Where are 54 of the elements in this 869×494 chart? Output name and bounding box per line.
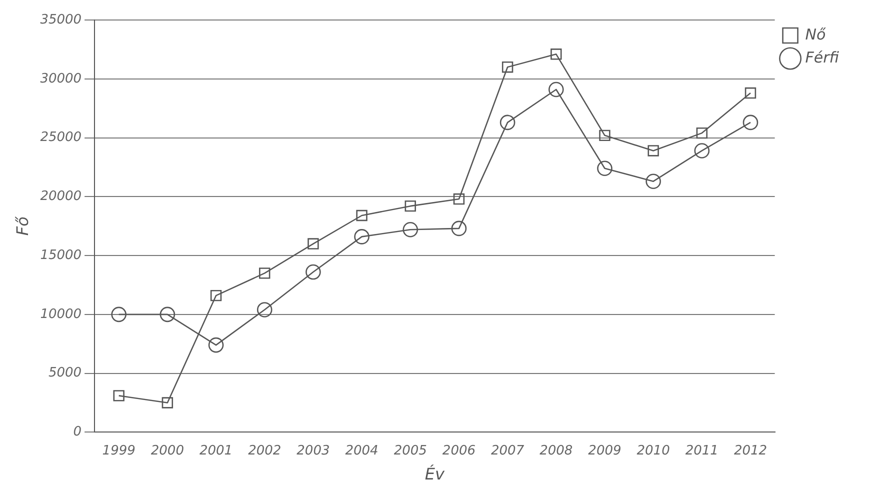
point [354, 229, 370, 244]
point [404, 200, 416, 212]
point [548, 82, 564, 98]
x-tick-label: 2000 [150, 443, 184, 458]
point [550, 48, 562, 60]
point [694, 143, 710, 158]
x-tick-label: 1999 [102, 443, 136, 458]
point [742, 114, 758, 130]
x-tick-label: 2001 [199, 443, 233, 458]
point [356, 210, 368, 222]
x-tick-label: 2006 [442, 443, 476, 458]
point [160, 306, 176, 322]
point [696, 127, 708, 139]
x-tick-label: 2009 [588, 443, 622, 458]
point [402, 222, 418, 238]
legend-label: Férfi [805, 48, 840, 66]
point [744, 87, 756, 99]
point [648, 145, 659, 156]
y-axis-title: Fő [12, 216, 32, 236]
point [597, 160, 612, 176]
y-tick-label: 5000 [48, 366, 82, 381]
y-tick-label: 35000 [40, 12, 82, 28]
legend-label: Nő [805, 25, 827, 44]
point [599, 130, 610, 142]
x-axis-title: Év [424, 464, 445, 484]
point [113, 390, 124, 402]
x-tick-label: 2007 [491, 443, 525, 458]
x-tick-label: 2010 [636, 443, 670, 458]
y-tick-label: 20000 [40, 189, 82, 204]
point [306, 264, 321, 280]
y-tick-label: 25000 [40, 130, 82, 146]
x-tick-label: 2008 [540, 443, 573, 458]
point [210, 290, 222, 302]
point [111, 306, 126, 322]
point [646, 174, 661, 189]
y-tick-label: 30000 [40, 71, 82, 86]
point [308, 238, 319, 250]
y-tick-label: 10000 [40, 306, 82, 322]
point [162, 397, 174, 408]
y-tick-label: 0 [73, 424, 82, 440]
point [208, 337, 224, 353]
point [259, 268, 270, 279]
point [453, 193, 465, 205]
point [256, 302, 272, 318]
x-tick-label: 2003 [296, 443, 330, 458]
x-tick-label: 2011 [685, 443, 718, 458]
x-tick-label: 2004 [345, 443, 378, 458]
x-tick-label: 2002 [248, 443, 282, 458]
point [500, 114, 516, 130]
x-tick-label: 2005 [394, 443, 427, 458]
y-tick-label: 15000 [40, 248, 82, 263]
point [502, 62, 514, 73]
point [451, 220, 467, 236]
x-tick-label: 2012 [734, 443, 768, 458]
